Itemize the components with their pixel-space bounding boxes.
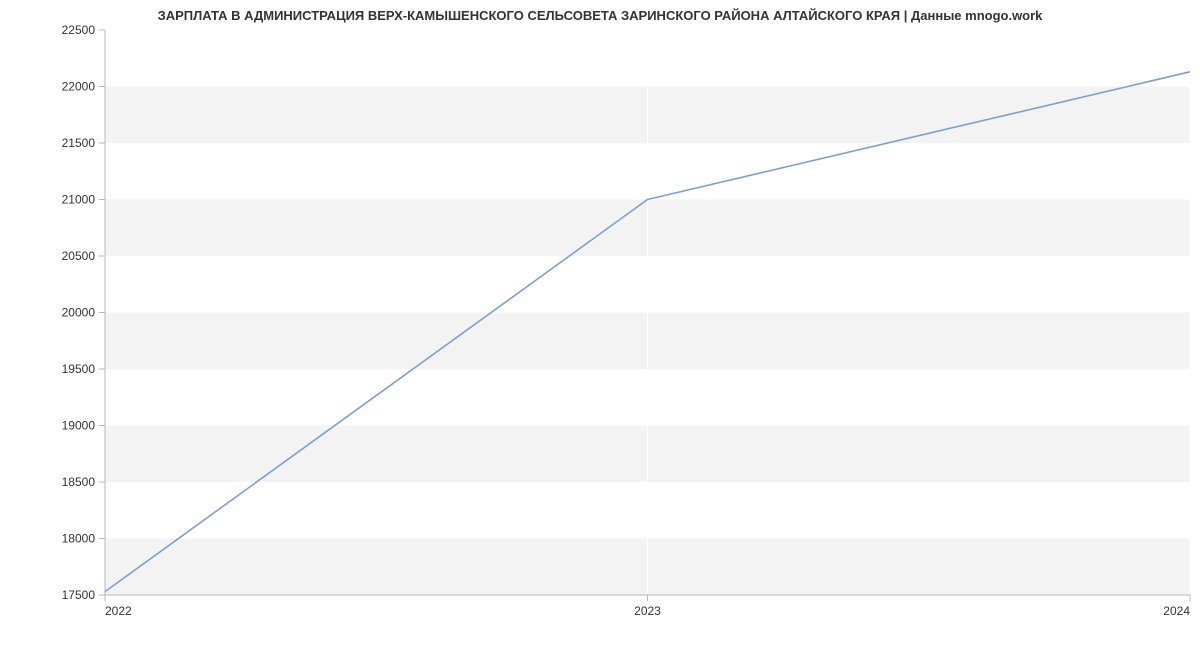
y-tick-label: 17500 — [62, 588, 96, 602]
y-tick-label: 22000 — [62, 80, 96, 94]
y-tick-label: 22500 — [62, 23, 96, 37]
x-tick-label: 2022 — [105, 604, 132, 618]
y-tick-label: 18500 — [62, 475, 96, 489]
x-tick-label: 2023 — [634, 604, 661, 618]
y-tick-label: 20500 — [62, 249, 96, 263]
y-tick-label: 19000 — [62, 419, 96, 433]
chart-svg: 17500 18000 18500 19000 19500 20000 20500 21000… — [0, 0, 1200, 650]
y-tick-label: 19500 — [62, 362, 96, 376]
y-tick-label: 21500 — [62, 136, 96, 150]
salary-chart: ЗАРПЛАТА В АДМИНИСТРАЦИЯ ВЕРХ-КАМЫШЕНСКО… — [0, 0, 1200, 650]
x-tick-label: 2024 — [1163, 604, 1190, 618]
y-tick-label: 21000 — [62, 193, 96, 207]
y-tick-label: 18000 — [62, 532, 96, 546]
y-tick-label: 20000 — [62, 306, 96, 320]
